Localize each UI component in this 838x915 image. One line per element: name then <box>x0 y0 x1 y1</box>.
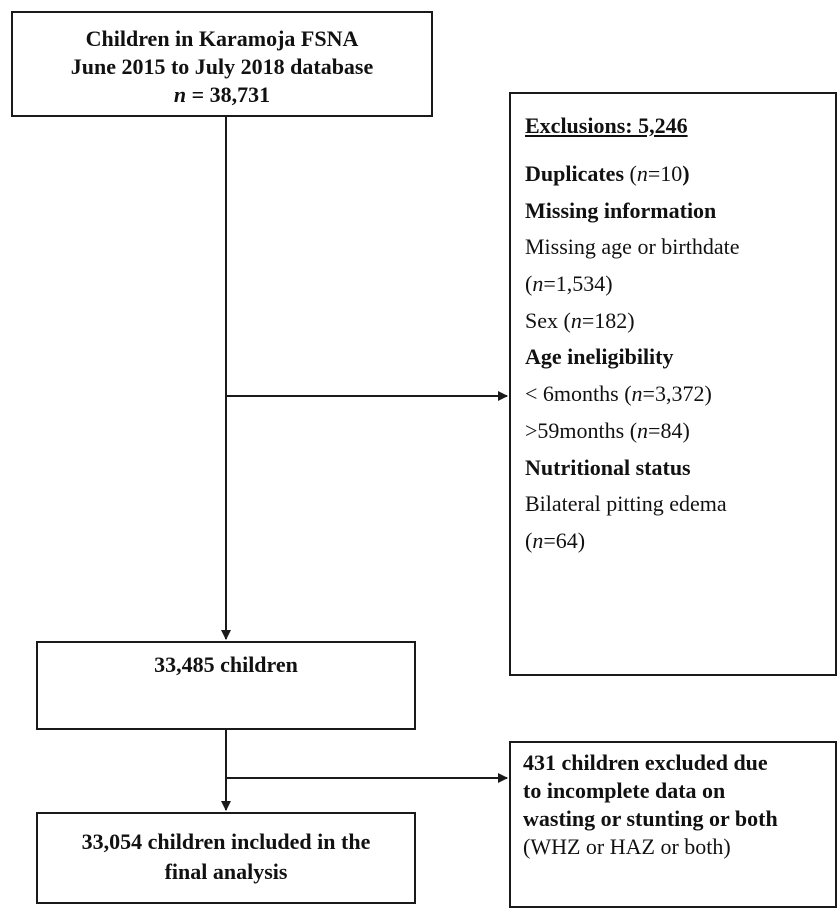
source-population-box: Children in Karamoja FSNA June 2015 to J… <box>11 11 433 117</box>
edema-open: ( <box>525 527 533 553</box>
sex-label: Sex ( <box>525 307 571 333</box>
under-6-label: < 6months ( <box>525 381 632 407</box>
exclusions-box: Exclusions: 5,246 Duplicates (n=10) Miss… <box>509 92 837 676</box>
age-ineligibility-heading: Age ineligibility <box>525 344 674 370</box>
under-6-months-row: < 6months (n=3,372) <box>525 376 823 413</box>
exclusion2-line3: wasting or stunting or both <box>523 806 778 831</box>
over-59-n: n <box>637 417 649 443</box>
missing-age-open: ( <box>525 271 533 297</box>
over-59-value: =84) <box>648 417 690 443</box>
sex-n: n <box>570 307 582 333</box>
duplicates-close: ) <box>682 161 690 186</box>
final-analysis-box: 33,054 children included in the final an… <box>36 812 416 904</box>
source-count-value: = 38,731 <box>186 82 271 107</box>
sex-value: =182) <box>581 307 635 333</box>
under-6-value: =3,372) <box>642 381 712 407</box>
final-analysis-line2: final analysis <box>164 859 288 884</box>
missing-information-heading: Missing information <box>525 197 717 223</box>
n-variable: n <box>173 82 187 107</box>
source-title: Children in Karamoja FSNA <box>85 26 359 51</box>
edema-label: Bilateral pitting edema <box>525 491 727 517</box>
duplicates-row: Duplicates (n=10) <box>525 156 823 193</box>
over-59-months-row: >59months (n=84) <box>525 413 823 450</box>
final-analysis-line1: 33,054 children included in the <box>81 829 371 854</box>
duplicates-open: ( <box>624 161 637 186</box>
sex-row: Sex (n=182) <box>525 303 823 340</box>
exclusion2-line4: (WHZ or HAZ or both) <box>523 834 731 859</box>
exclusion2-line1: 431 children excluded due <box>523 750 768 775</box>
nutritional-status-heading: Nutritional status <box>525 454 691 480</box>
missing-age-n: n <box>532 271 544 297</box>
over-59-label: >59months ( <box>525 417 638 443</box>
eligible-children-box: 33,485 children <box>36 641 416 730</box>
duplicates-n: n <box>636 161 648 186</box>
source-count: n = 38,731 <box>13 81 431 109</box>
edema-count: (n=64) <box>525 523 823 560</box>
missing-age-value: =1,534) <box>543 271 613 297</box>
missing-age-count: (n=1,534) <box>525 266 823 303</box>
exclusions-title: Exclusions: 5,246 <box>525 113 688 138</box>
incomplete-data-exclusion-box: 431 children excluded due to incomplete … <box>509 741 837 908</box>
edema-n: n <box>532 527 544 553</box>
duplicates-value: =10 <box>647 161 683 186</box>
missing-age-label: Missing age or birthdate <box>525 234 740 260</box>
source-period: June 2015 to July 2018 database <box>70 54 374 79</box>
eligible-children-count: 33,485 children <box>154 652 298 677</box>
edema-value: =64) <box>543 527 586 553</box>
exclusion2-line2: to incomplete data on <box>523 778 726 803</box>
duplicates-label: Duplicates <box>525 161 624 186</box>
under-6-n: n <box>631 381 643 407</box>
